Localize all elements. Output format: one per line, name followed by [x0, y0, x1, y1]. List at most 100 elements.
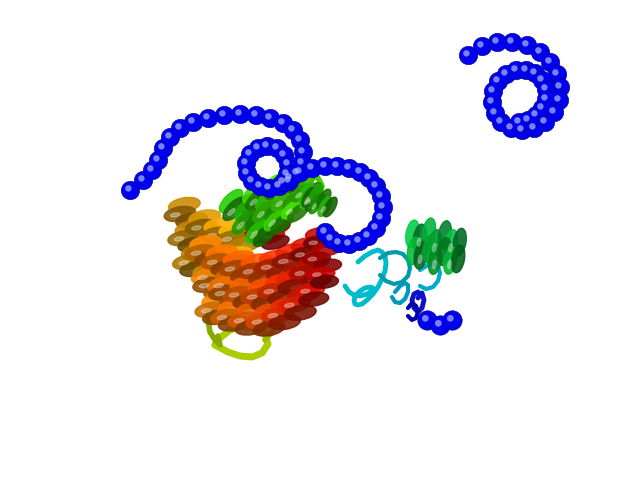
Point: [156, 143, 166, 150]
Ellipse shape: [243, 270, 253, 274]
Ellipse shape: [164, 206, 196, 222]
Ellipse shape: [223, 251, 255, 266]
Ellipse shape: [245, 189, 268, 210]
Point: [553, 82, 563, 89]
Ellipse shape: [453, 228, 467, 256]
Point: [543, 57, 554, 64]
Ellipse shape: [299, 255, 329, 269]
Point: [554, 96, 564, 104]
Ellipse shape: [239, 213, 264, 226]
Point: [241, 159, 251, 167]
Ellipse shape: [193, 277, 225, 292]
Point: [277, 150, 287, 157]
Ellipse shape: [179, 261, 188, 265]
Ellipse shape: [203, 252, 234, 268]
Point: [512, 117, 522, 124]
Ellipse shape: [282, 200, 303, 219]
Ellipse shape: [294, 284, 324, 298]
Ellipse shape: [448, 260, 451, 269]
Ellipse shape: [451, 245, 465, 273]
Point: [545, 58, 555, 66]
Point: [511, 66, 521, 74]
Ellipse shape: [268, 313, 278, 318]
Point: [521, 66, 531, 74]
Point: [374, 191, 385, 198]
Ellipse shape: [433, 243, 436, 252]
Ellipse shape: [200, 271, 231, 286]
Point: [249, 109, 259, 117]
Point: [371, 224, 381, 232]
Ellipse shape: [218, 259, 249, 274]
Ellipse shape: [262, 308, 293, 323]
Ellipse shape: [433, 261, 436, 269]
Ellipse shape: [284, 305, 316, 320]
Ellipse shape: [170, 213, 180, 217]
Point: [477, 42, 487, 50]
Ellipse shape: [303, 252, 330, 265]
Ellipse shape: [271, 298, 303, 313]
Point: [252, 143, 262, 150]
Ellipse shape: [229, 279, 261, 294]
Ellipse shape: [428, 247, 442, 275]
Ellipse shape: [200, 259, 231, 275]
Point: [255, 182, 265, 190]
Point: [262, 182, 273, 190]
Ellipse shape: [234, 319, 244, 323]
Point: [364, 174, 374, 182]
Point: [307, 164, 317, 172]
Ellipse shape: [220, 190, 243, 213]
Point: [352, 236, 362, 243]
Ellipse shape: [211, 309, 243, 324]
Ellipse shape: [259, 207, 287, 221]
Point: [242, 169, 252, 177]
Ellipse shape: [218, 300, 250, 315]
Ellipse shape: [257, 212, 264, 217]
Ellipse shape: [307, 268, 335, 281]
Point: [318, 160, 328, 168]
Ellipse shape: [422, 218, 436, 246]
Point: [245, 150, 255, 158]
Point: [281, 158, 291, 166]
Point: [369, 180, 380, 188]
Ellipse shape: [189, 210, 220, 225]
Ellipse shape: [182, 245, 213, 260]
Ellipse shape: [257, 229, 285, 243]
Ellipse shape: [178, 237, 210, 252]
Point: [278, 119, 288, 127]
Ellipse shape: [203, 309, 234, 324]
Ellipse shape: [216, 231, 247, 246]
Ellipse shape: [191, 269, 223, 284]
Ellipse shape: [449, 243, 452, 252]
Point: [260, 141, 271, 148]
Point: [280, 168, 291, 176]
Point: [265, 114, 275, 122]
Point: [283, 160, 293, 168]
Point: [492, 75, 502, 83]
Ellipse shape: [255, 259, 287, 274]
Ellipse shape: [239, 200, 264, 213]
Ellipse shape: [263, 235, 271, 240]
Point: [493, 77, 503, 85]
Point: [147, 166, 157, 174]
Ellipse shape: [229, 293, 239, 297]
Point: [506, 124, 516, 132]
Ellipse shape: [250, 199, 257, 205]
Point: [540, 84, 550, 91]
Ellipse shape: [276, 244, 308, 259]
Point: [490, 109, 500, 117]
Point: [353, 167, 364, 174]
Point: [361, 230, 371, 238]
Ellipse shape: [312, 273, 321, 276]
Ellipse shape: [211, 260, 243, 276]
Ellipse shape: [289, 266, 319, 280]
Point: [535, 103, 545, 110]
Point: [285, 174, 295, 182]
Ellipse shape: [186, 219, 217, 235]
Point: [344, 240, 354, 248]
Point: [264, 184, 274, 192]
Ellipse shape: [251, 295, 283, 311]
Point: [486, 85, 497, 93]
Ellipse shape: [323, 197, 337, 217]
Ellipse shape: [191, 237, 222, 252]
Ellipse shape: [249, 270, 280, 285]
